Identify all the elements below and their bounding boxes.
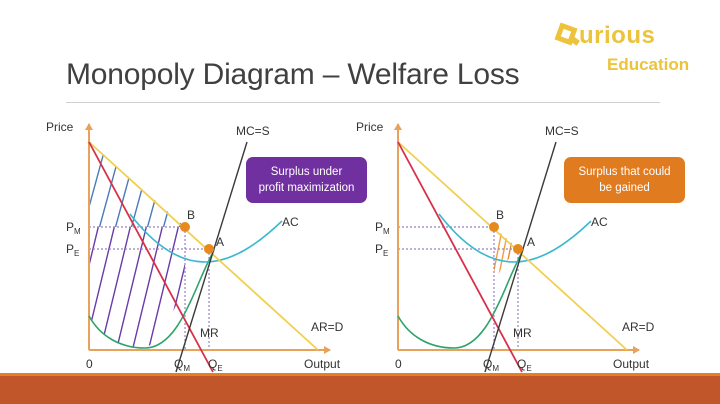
mr-label: MR — [200, 326, 219, 340]
ac-label: AC — [591, 215, 608, 229]
point-b — [489, 222, 499, 232]
callout-line-1: Surplus under — [270, 166, 343, 178]
mc-supply-curve — [175, 141, 248, 373]
qm-label: QM — [174, 357, 190, 373]
pm-label: PM — [66, 220, 81, 236]
qe-label: QE — [517, 357, 532, 373]
right-diagram: Price Output 0 PM PE QM QE B A MC=S AC M… — [356, 120, 655, 373]
mc-label: MC=S — [545, 124, 579, 138]
footer-bar — [0, 376, 720, 404]
x-axis-label: Output — [613, 357, 650, 371]
demand-curve — [397, 141, 628, 351]
point-a — [513, 244, 523, 254]
ar-label: AR=D — [311, 320, 344, 334]
point-b — [180, 222, 190, 232]
x-axis-label: Output — [304, 357, 341, 371]
pe-label: PE — [66, 242, 79, 258]
point-a-label: A — [527, 235, 535, 249]
y-axis-label: Price — [46, 120, 74, 134]
title-divider — [66, 102, 660, 103]
footer-accent-line — [0, 373, 720, 376]
mc-supply-curve — [484, 141, 557, 373]
mc-label: MC=S — [236, 124, 270, 138]
demand-curve — [88, 141, 319, 351]
point-b-label: B — [187, 208, 195, 222]
pe-label: PE — [375, 242, 388, 258]
callout-line-2: be gained — [599, 182, 650, 194]
origin-label: 0 — [86, 357, 93, 371]
mr-curve — [88, 141, 214, 373]
mr-curve — [397, 141, 523, 373]
ac-curve — [129, 213, 283, 263]
brand-logo: urious Education — [552, 14, 712, 84]
producer-surplus-hatch — [89, 227, 185, 348]
ar-label: AR=D — [622, 320, 655, 334]
ac-curve — [438, 213, 592, 263]
point-a-label: A — [216, 235, 224, 249]
mc-lower-curve — [397, 249, 524, 349]
mr-label: MR — [513, 326, 532, 340]
qe-label: QE — [208, 357, 223, 373]
logo-subtitle: Education — [607, 55, 690, 74]
qm-label: QM — [483, 357, 499, 373]
logo-wordmark: urious — [579, 22, 656, 49]
slide-title: Monopoly Diagram – Welfare Loss — [66, 58, 520, 91]
y-axis-label: Price — [356, 120, 384, 134]
surplus-callout-left: Surplus under profit maximization — [246, 157, 367, 203]
surplus-callout-right: Surplus that could be gained — [564, 157, 685, 203]
pm-label: PM — [375, 220, 390, 236]
point-a — [204, 244, 214, 254]
origin-label: 0 — [395, 357, 402, 371]
logo-q-icon — [554, 22, 580, 46]
callout-line-1: Surplus that could — [578, 166, 671, 178]
mc-lower-curve — [88, 249, 215, 349]
ac-label: AC — [282, 215, 299, 229]
callout-line-2: profit maximization — [258, 182, 355, 194]
point-b-label: B — [496, 208, 504, 222]
